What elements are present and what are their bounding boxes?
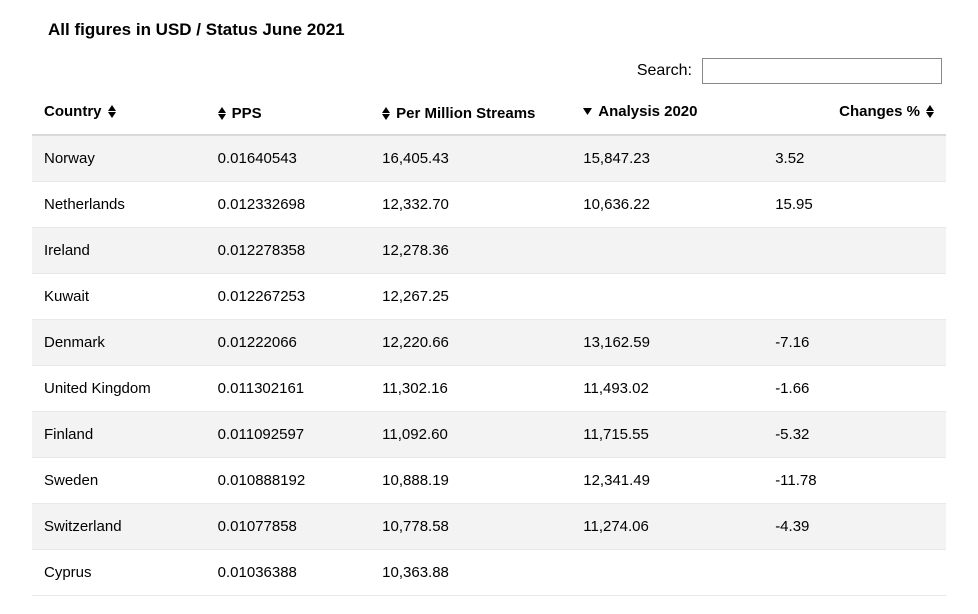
cell-pps: 0.011092597 xyxy=(206,412,371,458)
table-row: Finland0.01109259711,092.6011,715.55-5.3… xyxy=(32,412,946,458)
header-analysis-label: Analysis 2020 xyxy=(598,103,697,120)
table-row: Kuwait0.01226725312,267.25 xyxy=(32,274,946,320)
cell-changes: 15.95 xyxy=(763,182,946,228)
cell-pps: 0.011302161 xyxy=(206,366,371,412)
table-row: United Kingdom0.01130216111,302.1611,493… xyxy=(32,366,946,412)
cell-changes: -7.16 xyxy=(763,320,946,366)
cell-country: Finland xyxy=(32,412,206,458)
header-pms[interactable]: Per Million Streams xyxy=(370,90,571,135)
cell-country: United Kingdom xyxy=(32,366,206,412)
cell-country: Norway xyxy=(32,135,206,182)
cell-country: Sweden xyxy=(32,458,206,504)
cell-analysis xyxy=(571,274,763,320)
cell-country: Ireland xyxy=(32,228,206,274)
cell-pms: 11,092.60 xyxy=(370,412,571,458)
cell-pps: 0.010888192 xyxy=(206,458,371,504)
sort-desc-icon xyxy=(583,108,592,115)
cell-changes xyxy=(763,274,946,320)
cell-country: Switzerland xyxy=(32,504,206,550)
table-row: Netherlands0.01233269812,332.7010,636.22… xyxy=(32,182,946,228)
sort-both-icon xyxy=(218,107,226,120)
cell-changes: 3.52 xyxy=(763,135,946,182)
search-row: Search: xyxy=(32,58,942,84)
cell-pps: 0.012332698 xyxy=(206,182,371,228)
cell-pms: 10,363.88 xyxy=(370,550,571,596)
table-row: Cyprus0.0103638810,363.88 xyxy=(32,550,946,596)
page-title: All figures in USD / Status June 2021 xyxy=(48,20,946,40)
header-changes[interactable]: Changes % xyxy=(763,90,946,135)
cell-changes: -5.32 xyxy=(763,412,946,458)
cell-changes xyxy=(763,550,946,596)
cell-analysis: 10,636.22 xyxy=(571,182,763,228)
header-pps-label: PPS xyxy=(232,105,262,122)
sort-both-icon xyxy=(108,105,116,118)
cell-country: Cyprus xyxy=(32,550,206,596)
cell-country: Kuwait xyxy=(32,274,206,320)
search-label: Search: xyxy=(637,62,692,80)
cell-pps: 0.012267253 xyxy=(206,274,371,320)
table-row: Denmark0.0122206612,220.6613,162.59-7.16 xyxy=(32,320,946,366)
cell-analysis: 11,493.02 xyxy=(571,366,763,412)
cell-pms: 12,267.25 xyxy=(370,274,571,320)
cell-analysis: 11,274.06 xyxy=(571,504,763,550)
header-country[interactable]: Country xyxy=(32,90,206,135)
cell-pms: 16,405.43 xyxy=(370,135,571,182)
cell-pms: 10,778.58 xyxy=(370,504,571,550)
cell-changes xyxy=(763,228,946,274)
sort-both-icon xyxy=(926,105,934,118)
header-pps[interactable]: PPS xyxy=(206,90,371,135)
cell-pms: 12,332.70 xyxy=(370,182,571,228)
cell-pms: 12,278.36 xyxy=(370,228,571,274)
cell-pps: 0.012278358 xyxy=(206,228,371,274)
cell-pms: 10,888.19 xyxy=(370,458,571,504)
cell-pps: 0.01077858 xyxy=(206,504,371,550)
cell-analysis xyxy=(571,228,763,274)
cell-analysis: 12,341.49 xyxy=(571,458,763,504)
table-row: Norway0.0164054316,405.4315,847.233.52 xyxy=(32,135,946,182)
header-pms-label: Per Million Streams xyxy=(396,105,535,122)
header-analysis[interactable]: Analysis 2020 xyxy=(571,90,763,135)
search-input[interactable] xyxy=(702,58,942,84)
table-row: Ireland0.01227835812,278.36 xyxy=(32,228,946,274)
cell-analysis: 11,715.55 xyxy=(571,412,763,458)
cell-changes: -11.78 xyxy=(763,458,946,504)
cell-pps: 0.01036388 xyxy=(206,550,371,596)
data-table: Country PPS xyxy=(32,90,946,596)
cell-country: Denmark xyxy=(32,320,206,366)
cell-pps: 0.01640543 xyxy=(206,135,371,182)
cell-analysis xyxy=(571,550,763,596)
cell-pms: 11,302.16 xyxy=(370,366,571,412)
sort-both-icon xyxy=(382,107,390,120)
header-country-label: Country xyxy=(44,103,102,120)
cell-analysis: 15,847.23 xyxy=(571,135,763,182)
cell-pps: 0.01222066 xyxy=(206,320,371,366)
table-row: Sweden0.01088819210,888.1912,341.49-11.7… xyxy=(32,458,946,504)
table-body: Norway0.0164054316,405.4315,847.233.52Ne… xyxy=(32,135,946,596)
table-row: Switzerland0.0107785810,778.5811,274.06-… xyxy=(32,504,946,550)
header-row: Country PPS xyxy=(32,90,946,135)
cell-changes: -1.66 xyxy=(763,366,946,412)
cell-changes: -4.39 xyxy=(763,504,946,550)
cell-analysis: 13,162.59 xyxy=(571,320,763,366)
cell-pms: 12,220.66 xyxy=(370,320,571,366)
cell-country: Netherlands xyxy=(32,182,206,228)
header-changes-label: Changes % xyxy=(839,103,920,120)
